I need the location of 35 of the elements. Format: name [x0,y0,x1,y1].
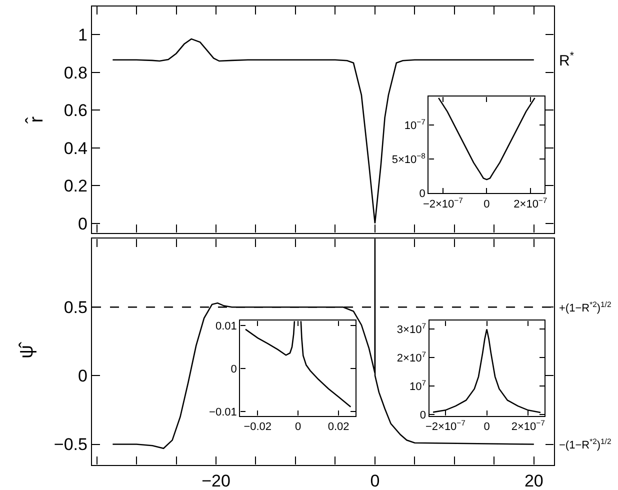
y-tick-label: 0.6 [64,101,88,120]
text: R$^{*}$ [559,50,574,70]
y-tick-label: 0.5 [64,298,88,318]
y-tick-label: 10$^{7}$ [409,378,426,393]
x-tick-label: 0 [484,198,490,211]
x-tick-label: −0.02 [244,421,272,434]
y-axis-title: ψ̂ [16,340,38,358]
y-tick-label: 3×10$^{7}$ [396,321,426,336]
x-tick-label: 0.02 [328,421,350,434]
y-tick-label: 0 [78,214,88,234]
ref-line-label: +(1−R$^{*2}$)$^{1/2}$ [559,300,612,315]
y-tick-label: 0.2 [64,176,88,196]
text: −(1−R$^{*2}$)$^{1/2}$ [559,437,612,452]
y-tick-label: 0 [78,366,88,386]
y-tick-label: −0.5 [54,435,88,454]
x-tick-label: 2×10$^{−7}$ [514,196,548,211]
x-tick-label: 2×10$^{−7}$ [511,418,545,434]
y-tick-label: 0 [230,363,237,376]
x-tick-label: 0 [295,421,302,434]
y-tick-label: 1 [78,26,88,45]
x-tick-label: −20 [202,471,230,490]
x-tick-label: −2×10$^{−7}$ [425,418,466,434]
y-tick-label: 0 [420,409,426,422]
x-tick-label: 0 [484,421,490,434]
x-tick-label: 0 [370,471,380,490]
y-tick-label: 10$^{−7}$ [404,117,426,132]
y-tick-label: 0.4 [64,138,88,158]
y-tick-label: 0.01 [215,320,237,332]
x-tick-label: −2×10$^{−7}$ [422,196,463,211]
y-tick-label: 0.8 [64,63,88,82]
x-tick-label: 20 [524,471,544,490]
y-tick-label: −0.01 [209,406,237,418]
y-axis-title: r̂ [25,116,48,124]
y-tick-label: 5×10$^{−8}$ [392,151,426,166]
y-tick-label: 2×10$^{7}$ [396,350,426,364]
